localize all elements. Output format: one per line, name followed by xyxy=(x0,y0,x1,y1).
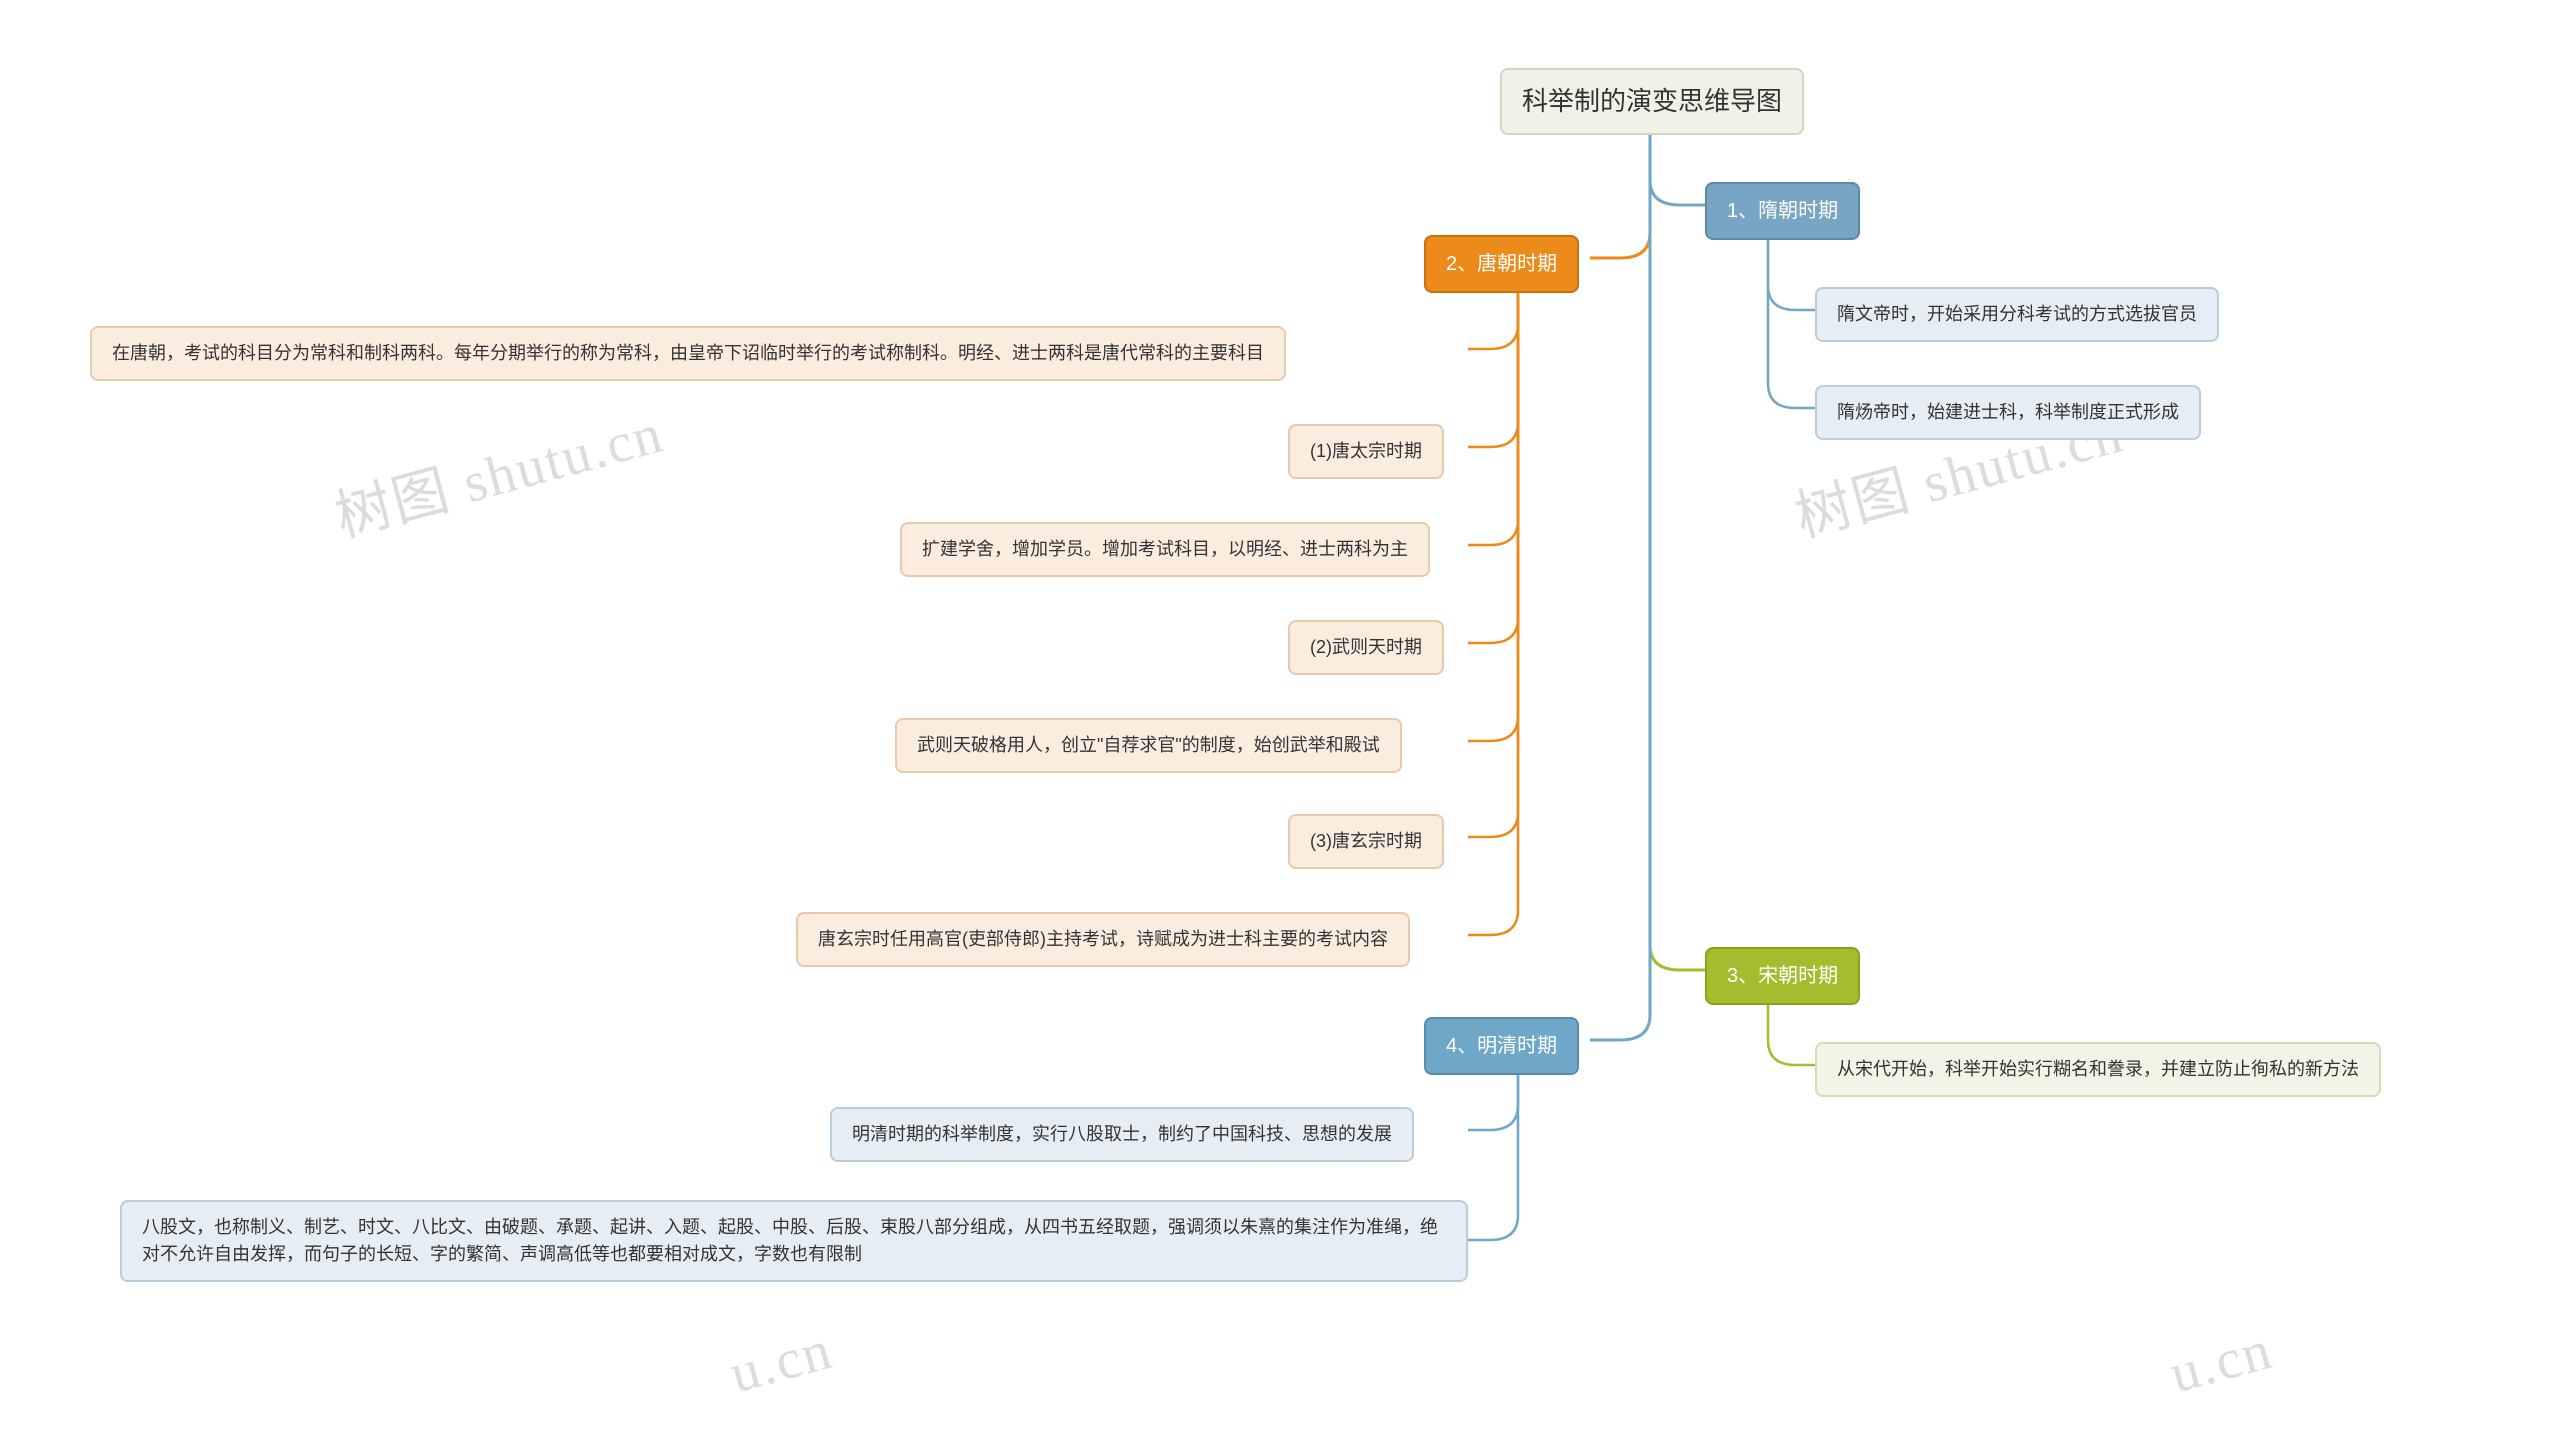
leaf-tang-2: (1)唐太宗时期 xyxy=(1288,424,1444,479)
leaf-tang-6: (3)唐玄宗时期 xyxy=(1288,814,1444,869)
root-node: 科举制的演变思维导图 xyxy=(1500,68,1804,135)
leaf-mingqing-2: 八股文，也称制义、制艺、时文、八比文、由破题、承题、起讲、入题、起股、中股、后股… xyxy=(120,1200,1468,1282)
leaf-tang-1: 在唐朝，考试的科目分为常科和制科两科。每年分期举行的称为常科，由皇帝下诏临时举行… xyxy=(90,326,1286,381)
leaf-mingqing-1: 明清时期的科举制度，实行八股取士，制约了中国科技、思想的发展 xyxy=(830,1107,1414,1162)
leaf-sui-2: 隋炀帝时，始建进士科，科举制度正式形成 xyxy=(1815,385,2201,440)
leaf-sui-1: 隋文帝时，开始采用分科考试的方式选拔官员 xyxy=(1815,287,2219,342)
watermark: 树图 shutu.cn xyxy=(325,388,671,553)
branch-mingqing: 4、明清时期 xyxy=(1424,1017,1579,1075)
leaf-song-1: 从宋代开始，科举开始实行糊名和誊录，并建立防止徇私的新方法 xyxy=(1815,1042,2381,1097)
branch-song: 3、宋朝时期 xyxy=(1705,947,1860,1005)
leaf-tang-7: 唐玄宗时任用高官(吏部侍郎)主持考试，诗赋成为进士科主要的考试内容 xyxy=(796,912,1410,967)
mindmap-canvas: 树图 shutu.cn 树图 shutu.cn u.cn u.cn 科举制的演变… xyxy=(0,0,2560,1440)
branch-tang: 2、唐朝时期 xyxy=(1424,235,1579,293)
watermark: u.cn xyxy=(2163,1318,2279,1406)
leaf-tang-3: 扩建学舍，增加学员。增加考试科目，以明经、进士两科为主 xyxy=(900,522,1430,577)
leaf-tang-4: (2)武则天时期 xyxy=(1288,620,1444,675)
watermark: u.cn xyxy=(723,1318,839,1406)
branch-sui: 1、隋朝时期 xyxy=(1705,182,1860,240)
leaf-tang-5: 武则天破格用人，创立"自荐求官"的制度，始创武举和殿试 xyxy=(895,718,1402,773)
